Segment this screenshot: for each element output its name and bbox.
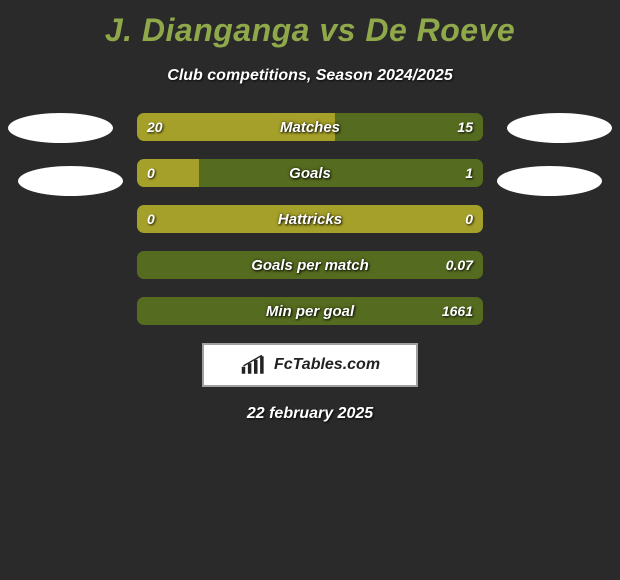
page-title: J. Dianganga vs De Roeve — [0, 0, 620, 49]
bar-value-left: 0 — [147, 205, 155, 233]
subtitle: Club competitions, Season 2024/2025 — [0, 67, 620, 85]
comparison-chart: 2015Matches01Goals00Hattricks0.07Goals p… — [0, 113, 620, 325]
watermark-text: FcTables.com — [274, 356, 380, 374]
player-avatar-right-secondary — [497, 166, 602, 196]
bars-container: 2015Matches01Goals00Hattricks0.07Goals p… — [137, 113, 483, 325]
chart-icon — [240, 354, 268, 376]
player-avatar-left — [8, 113, 113, 143]
bar-value-right: 1661 — [442, 297, 473, 325]
bar-row: 00Hattricks — [137, 205, 483, 233]
bar-row: 1661Min per goal — [137, 297, 483, 325]
bar-row: 2015Matches — [137, 113, 483, 141]
bar-value-right: 1 — [465, 159, 473, 187]
bar-value-left: 20 — [147, 113, 163, 141]
bar-value-left: 0 — [147, 159, 155, 187]
bar-row: 01Goals — [137, 159, 483, 187]
bar-value-right: 0 — [465, 205, 473, 233]
bar-row: 0.07Goals per match — [137, 251, 483, 279]
bar-fill-left — [137, 205, 483, 233]
bar-value-right: 15 — [457, 113, 473, 141]
player-avatar-left-secondary — [18, 166, 123, 196]
bar-label: Goals per match — [137, 251, 483, 279]
bar-label: Min per goal — [137, 297, 483, 325]
watermark-badge: FcTables.com — [202, 343, 418, 387]
player-avatar-right — [507, 113, 612, 143]
bar-value-right: 0.07 — [446, 251, 473, 279]
bar-fill-left — [137, 113, 335, 141]
date-text: 22 february 2025 — [0, 405, 620, 423]
